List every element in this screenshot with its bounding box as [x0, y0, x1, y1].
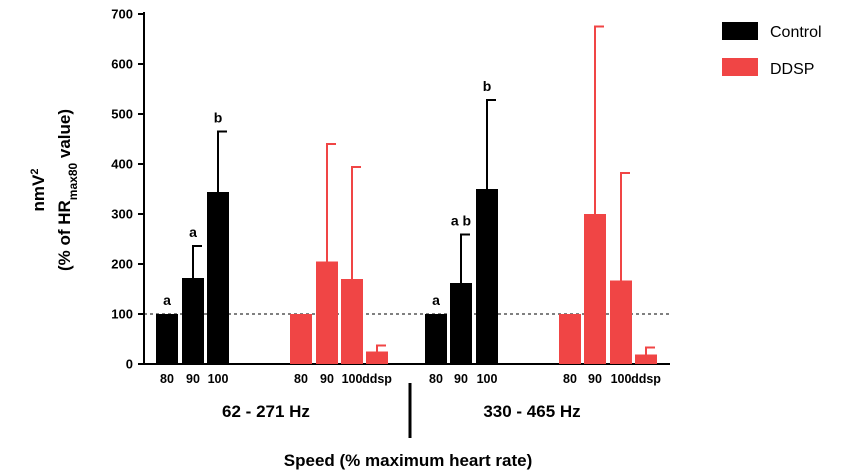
category-label: 80	[160, 372, 174, 386]
bar-control-90	[450, 283, 472, 364]
category-label: 100	[611, 372, 632, 386]
significance-letter: b	[483, 78, 492, 94]
category-label: ddsp	[362, 372, 392, 386]
legend-swatch-control	[722, 22, 758, 40]
group-label-1: 62 - 271 Hz	[222, 402, 310, 421]
category-label: ddsp	[631, 372, 661, 386]
category-label: 90	[320, 372, 334, 386]
x-axis-title: Speed (% maximum heart rate)	[284, 451, 532, 470]
y-tick-label: 500	[111, 107, 133, 122]
bar-ddsp-80	[290, 314, 312, 364]
bar-control-100	[476, 189, 498, 364]
bar-ddsp-100	[610, 280, 632, 364]
category-label: 80	[563, 372, 577, 386]
significance-letter: a	[432, 292, 440, 308]
legend-label-control: Control	[770, 24, 822, 41]
y-tick-label: 600	[111, 57, 133, 72]
bar-control-80	[156, 314, 178, 364]
y-tick-label: 0	[126, 357, 133, 372]
bar-ddsp-ddsp	[366, 351, 388, 364]
category-label: 90	[454, 372, 468, 386]
category-label: 80	[294, 372, 308, 386]
y-tick-label: 300	[111, 207, 133, 222]
category-label: 100	[477, 372, 498, 386]
significance-letter: b	[214, 110, 223, 126]
bar-ddsp-80	[559, 314, 581, 364]
y-ticks: 0 100 200 300 400 500 600 700	[111, 7, 144, 372]
category-label: 90	[186, 372, 200, 386]
y-axis-title-line1: nmV2	[29, 169, 48, 212]
significance-letter: a b	[451, 213, 471, 229]
legend-label-ddsp: DDSP	[770, 61, 814, 78]
bar-ddsp-ddsp	[635, 354, 657, 364]
y-tick-label: 200	[111, 257, 133, 272]
bar-control-90	[182, 278, 204, 364]
bar-ddsp-90	[316, 261, 338, 364]
bar-ddsp-100	[341, 279, 363, 364]
group-label-2: 330 - 465 Hz	[483, 402, 580, 421]
bar-control-80	[425, 314, 447, 364]
bar-control-100	[207, 192, 229, 364]
significance-letter: a	[163, 292, 171, 308]
bar-ddsp-90	[584, 214, 606, 364]
y-tick-label: 100	[111, 307, 133, 322]
y-tick-label: 400	[111, 157, 133, 172]
category-label: 100	[342, 372, 363, 386]
y-tick-label: 700	[111, 7, 133, 22]
significance-letter: a	[189, 224, 197, 240]
category-label: 100	[208, 372, 229, 386]
y-axis-title-line2: (% of HRmax80 value)	[55, 109, 80, 271]
category-label: 90	[588, 372, 602, 386]
category-label: 80	[429, 372, 443, 386]
legend-swatch-ddsp	[722, 58, 758, 76]
